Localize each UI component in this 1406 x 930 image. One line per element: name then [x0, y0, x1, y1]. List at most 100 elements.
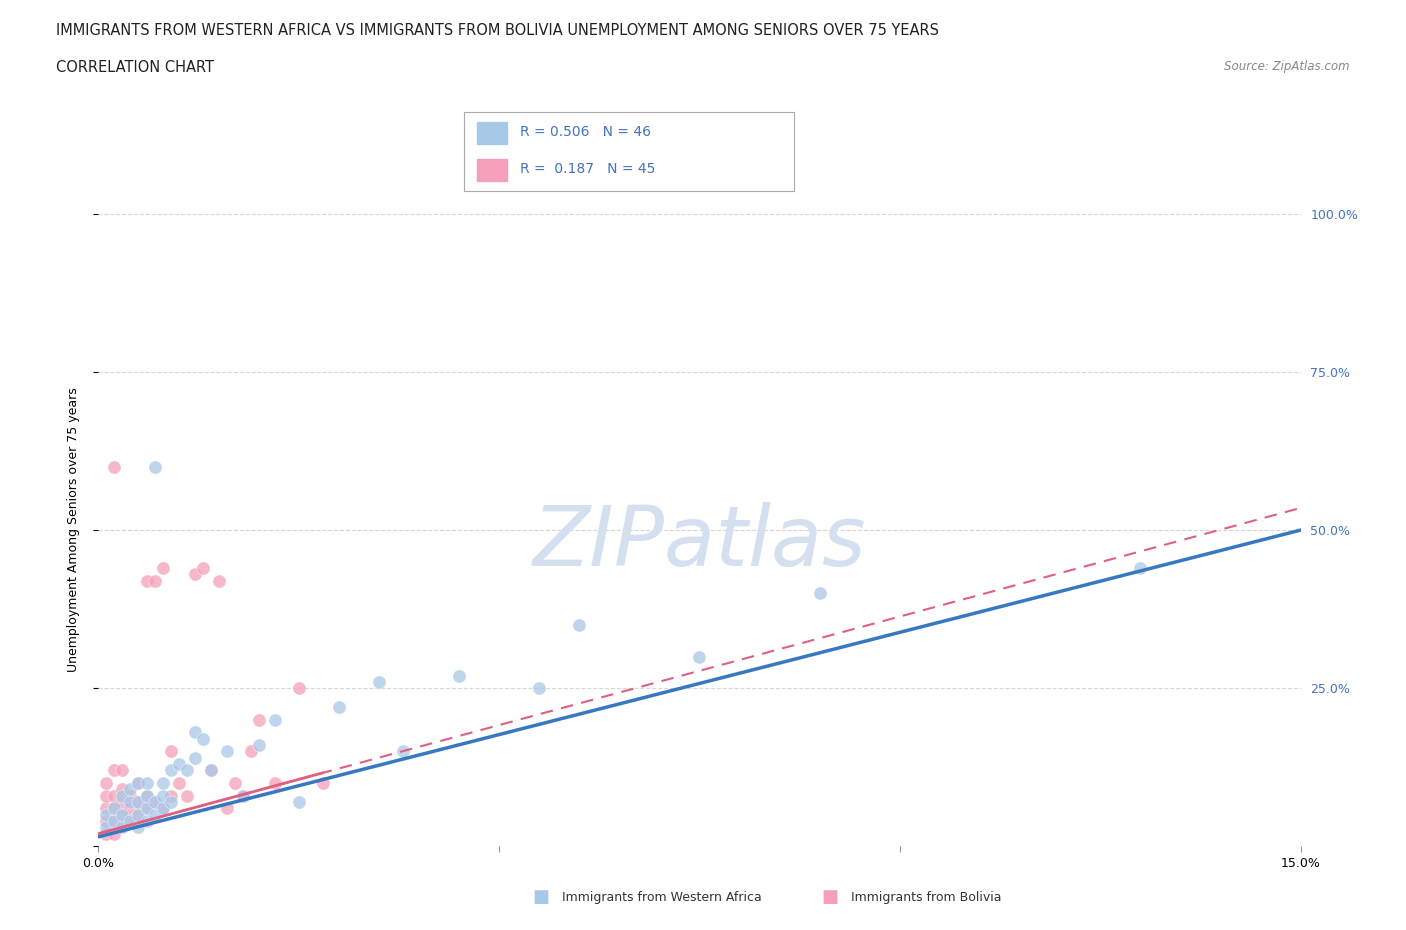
- Point: [135, 789, 157, 804]
- Point: [135, 573, 157, 588]
- Point: [111, 794, 134, 809]
- Point: [111, 763, 134, 777]
- Point: [215, 744, 238, 759]
- Point: [288, 681, 311, 696]
- Point: [328, 699, 350, 714]
- Point: [111, 820, 134, 835]
- Point: [96, 814, 118, 829]
- Point: [120, 782, 142, 797]
- Point: [120, 789, 142, 804]
- Point: [183, 751, 205, 765]
- Point: [247, 712, 270, 727]
- Point: [103, 814, 125, 829]
- Point: [103, 459, 125, 474]
- Point: [239, 744, 262, 759]
- Point: [120, 814, 142, 829]
- Point: [128, 794, 150, 809]
- Point: [128, 776, 150, 790]
- Point: [143, 794, 166, 809]
- Point: [247, 737, 270, 752]
- Point: [191, 561, 214, 576]
- Point: [111, 807, 134, 822]
- Y-axis label: Unemployment Among Seniors over 75 years: Unemployment Among Seniors over 75 years: [67, 388, 80, 672]
- Point: [152, 801, 174, 816]
- Point: [111, 807, 134, 822]
- Point: [128, 820, 150, 835]
- Point: [167, 776, 190, 790]
- Point: [103, 814, 125, 829]
- Text: Immigrants from Western Africa: Immigrants from Western Africa: [562, 891, 762, 904]
- Point: [263, 776, 285, 790]
- Point: [120, 801, 142, 816]
- Point: [152, 789, 174, 804]
- Point: [103, 826, 125, 841]
- Point: [689, 649, 711, 664]
- Point: [183, 725, 205, 740]
- Point: [111, 820, 134, 835]
- Text: Source: ZipAtlas.com: Source: ZipAtlas.com: [1225, 60, 1350, 73]
- Point: [96, 820, 118, 835]
- Point: [288, 794, 311, 809]
- Text: CORRELATION CHART: CORRELATION CHART: [56, 60, 214, 75]
- Text: Immigrants from Bolivia: Immigrants from Bolivia: [851, 891, 1001, 904]
- Point: [143, 807, 166, 822]
- Point: [128, 807, 150, 822]
- Point: [120, 794, 142, 809]
- Point: [143, 573, 166, 588]
- Point: [128, 776, 150, 790]
- Point: [263, 712, 285, 727]
- Point: [103, 763, 125, 777]
- Point: [808, 586, 831, 601]
- Point: [232, 789, 254, 804]
- Point: [224, 776, 246, 790]
- Point: [152, 561, 174, 576]
- Text: ■: ■: [821, 888, 838, 907]
- Point: [447, 668, 470, 683]
- Point: [1129, 561, 1152, 576]
- Point: [176, 763, 198, 777]
- Point: [529, 681, 551, 696]
- Point: [96, 776, 118, 790]
- Point: [135, 776, 157, 790]
- Point: [159, 794, 181, 809]
- Point: [135, 801, 157, 816]
- Point: [208, 573, 231, 588]
- Point: [111, 782, 134, 797]
- Text: R = 0.506   N = 46: R = 0.506 N = 46: [520, 126, 651, 140]
- Point: [312, 776, 335, 790]
- Point: [143, 459, 166, 474]
- Point: [135, 801, 157, 816]
- Point: [368, 674, 391, 689]
- Point: [176, 789, 198, 804]
- Point: [152, 776, 174, 790]
- Bar: [477, 122, 508, 144]
- Point: [120, 814, 142, 829]
- Point: [143, 794, 166, 809]
- Point: [135, 789, 157, 804]
- Text: IMMIGRANTS FROM WESTERN AFRICA VS IMMIGRANTS FROM BOLIVIA UNEMPLOYMENT AMONG SEN: IMMIGRANTS FROM WESTERN AFRICA VS IMMIGR…: [56, 23, 939, 38]
- Bar: [477, 159, 508, 181]
- Point: [111, 789, 134, 804]
- Text: ZIPatlas: ZIPatlas: [533, 502, 866, 583]
- Point: [167, 757, 190, 772]
- Point: [135, 814, 157, 829]
- Point: [215, 801, 238, 816]
- Point: [128, 794, 150, 809]
- Point: [183, 567, 205, 582]
- Text: R =  0.187   N = 45: R = 0.187 N = 45: [520, 163, 655, 177]
- Point: [128, 807, 150, 822]
- Point: [103, 789, 125, 804]
- Point: [103, 801, 125, 816]
- Point: [200, 763, 222, 777]
- Point: [200, 763, 222, 777]
- Point: [152, 801, 174, 816]
- Point: [232, 789, 254, 804]
- Text: ■: ■: [533, 888, 550, 907]
- Point: [159, 789, 181, 804]
- Point: [96, 807, 118, 822]
- Point: [96, 801, 118, 816]
- Point: [103, 801, 125, 816]
- Point: [96, 826, 118, 841]
- Point: [96, 789, 118, 804]
- Point: [392, 744, 415, 759]
